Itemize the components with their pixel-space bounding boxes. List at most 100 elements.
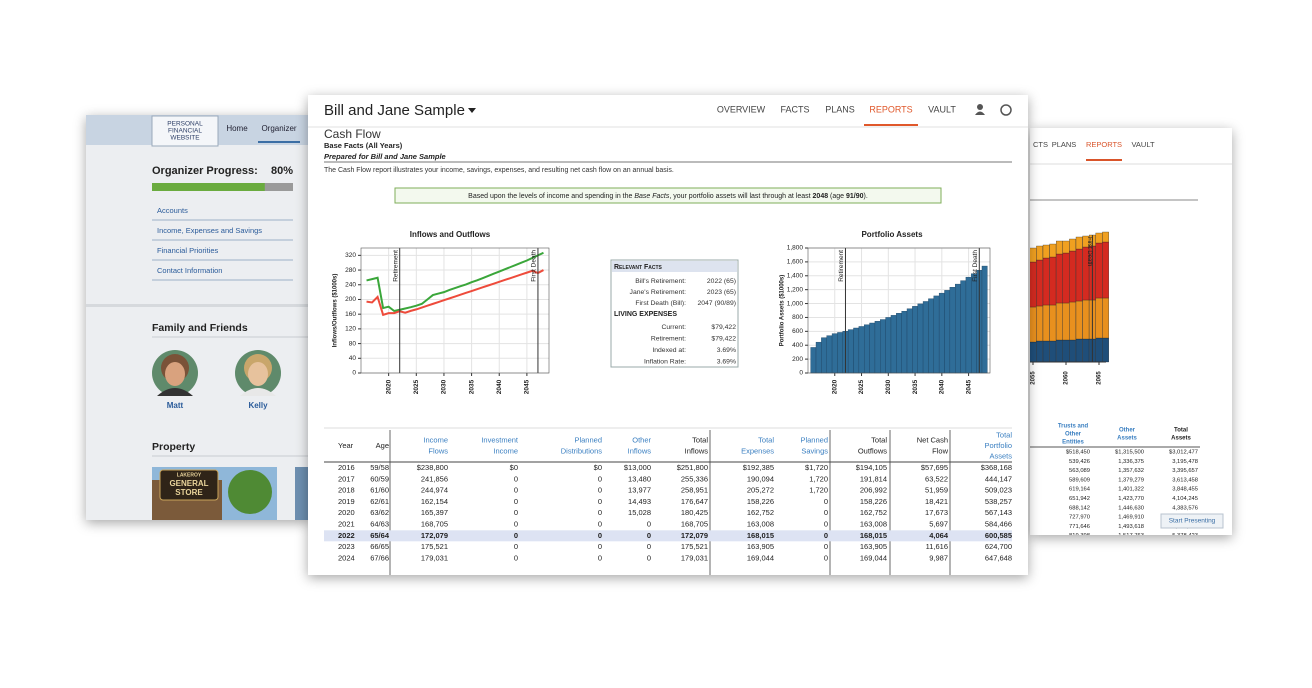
- y-tick-label: 280: [345, 267, 356, 274]
- table-cell: 2016: [338, 463, 355, 472]
- table-cell: 3,613,458: [1172, 477, 1198, 483]
- button-label[interactable]: Start Presenting: [1169, 518, 1216, 525]
- nav-link[interactable]: VAULT: [928, 104, 956, 114]
- table-cell: 1,469,910: [1118, 515, 1144, 521]
- column-header[interactable]: Inflows: [628, 446, 652, 455]
- dropdown-caret[interactable]: [468, 108, 476, 113]
- table-cell: 619,164: [1069, 487, 1091, 493]
- person-name[interactable]: Matt: [167, 401, 184, 410]
- property-photo[interactable]: [295, 467, 315, 522]
- y-tick-label: 160: [345, 311, 356, 318]
- column-header[interactable]: Other: [1119, 428, 1136, 434]
- column-header[interactable]: Investment: [481, 436, 519, 445]
- table-cell: 1,379,279: [1118, 477, 1144, 483]
- table-cell: 0: [598, 497, 602, 506]
- marker-label: Retirement: [392, 250, 399, 282]
- nav-link[interactable]: FACTS: [780, 104, 809, 114]
- stack-segment: [1030, 261, 1037, 308]
- person-name[interactable]: Kelly: [248, 401, 268, 410]
- nav-link[interactable]: PLANS: [825, 104, 855, 114]
- column-header[interactable]: Planned: [574, 436, 602, 445]
- description: The Cash Flow report illustrates your in…: [324, 167, 674, 174]
- stack-segment: [1069, 250, 1076, 303]
- bar: [869, 322, 876, 374]
- sidebar-link[interactable]: Financial Priorities: [157, 246, 219, 255]
- stack-segment: [1030, 341, 1037, 363]
- column-header[interactable]: Assets: [1117, 436, 1137, 442]
- table-cell: 4,064: [929, 531, 949, 540]
- client-name[interactable]: Bill and Jane Sample: [324, 102, 465, 119]
- table-cell: 0: [647, 519, 651, 528]
- table-cell: 1,446,630: [1118, 505, 1144, 511]
- stack-segment: [1069, 339, 1076, 363]
- stack-segment: [1102, 231, 1109, 243]
- nav-link[interactable]: Organizer: [261, 124, 296, 133]
- section-title: Family and Friends: [152, 322, 248, 334]
- column-header[interactable]: Entities: [1062, 440, 1084, 446]
- table-cell: 65/64: [370, 531, 390, 540]
- column-header[interactable]: Other: [1065, 432, 1082, 438]
- row-highlight: [324, 530, 1012, 542]
- sidebar-link[interactable]: Income, Expenses and Savings: [157, 226, 262, 235]
- fact-label: Current:: [661, 324, 686, 331]
- user-icon[interactable]: [977, 104, 983, 110]
- stack-segment: [1049, 304, 1057, 342]
- stack-segment: [1082, 299, 1090, 340]
- column-header[interactable]: Total: [996, 430, 1012, 439]
- column-header[interactable]: Trusts and: [1058, 424, 1089, 430]
- fact-label: Bill's Retirement:: [635, 278, 686, 285]
- sidebar-link[interactable]: Accounts: [157, 206, 188, 215]
- table-cell: 2022: [338, 531, 355, 540]
- y-tick-label: 0: [799, 370, 803, 377]
- column-header[interactable]: Portfolio: [984, 441, 1012, 450]
- nav-link[interactable]: OVERVIEW: [717, 104, 766, 114]
- photo-tree: [228, 470, 272, 514]
- stack-segment: [1056, 339, 1063, 363]
- main-window: Bill and Jane Sample OVERVIEW FACTS PLANS RE…: [308, 102, 1028, 575]
- y-tick-label: 80: [349, 340, 357, 347]
- table-cell: $13,000: [624, 463, 651, 472]
- stack-segment: [1095, 297, 1103, 339]
- table-cell: 190,094: [747, 474, 774, 483]
- table-cell: 2020: [338, 508, 355, 517]
- column-header[interactable]: Expenses: [741, 446, 774, 455]
- table-cell: 600,585: [985, 531, 1012, 540]
- table-cell: 180,425: [681, 508, 708, 517]
- table-cell: 175,521: [681, 542, 708, 551]
- column-header[interactable]: Income: [423, 436, 448, 445]
- column-header[interactable]: Income: [493, 446, 518, 455]
- fact-value: 3.69%: [717, 347, 736, 354]
- column-header[interactable]: Flows: [428, 446, 448, 455]
- progress-value: 80%: [271, 165, 293, 177]
- column-header[interactable]: Savings: [801, 446, 828, 455]
- sidebar-link[interactable]: Contact Information: [157, 266, 222, 275]
- nav-link[interactable]: VAULT: [1131, 140, 1154, 149]
- table-cell: 0: [824, 542, 828, 551]
- table-cell: 819,398: [1069, 533, 1090, 539]
- column-header[interactable]: Planned: [800, 436, 828, 445]
- nav-link[interactable]: REPORTS: [1086, 140, 1122, 149]
- user-icon-body: [975, 111, 985, 115]
- table-cell: $192,385: [743, 463, 774, 472]
- bar: [847, 329, 854, 374]
- stack-segment: [1062, 339, 1070, 363]
- column-header[interactable]: Other: [632, 436, 651, 445]
- series-line: [366, 269, 544, 317]
- nav-link[interactable]: CTS: [1033, 140, 1048, 149]
- column-header[interactable]: Total: [758, 436, 774, 445]
- x-tick-label: 2030: [441, 379, 448, 394]
- nav-link[interactable]: Home: [226, 124, 248, 133]
- progress-label: Organizer Progress:: [152, 165, 258, 177]
- column-header[interactable]: Assets: [989, 452, 1012, 461]
- nav-link[interactable]: PLANS: [1052, 140, 1077, 149]
- table-cell: 0: [598, 553, 602, 562]
- stack-segment: [1075, 248, 1083, 302]
- nav-link[interactable]: REPORTS: [869, 104, 912, 114]
- column-header[interactable]: Distributions: [561, 446, 603, 455]
- table-cell: 241,856: [421, 474, 448, 483]
- bar: [933, 295, 940, 374]
- globe-icon[interactable]: [1000, 104, 1012, 116]
- present-button[interactable]: [1160, 513, 1224, 529]
- plot-frame: [807, 247, 991, 374]
